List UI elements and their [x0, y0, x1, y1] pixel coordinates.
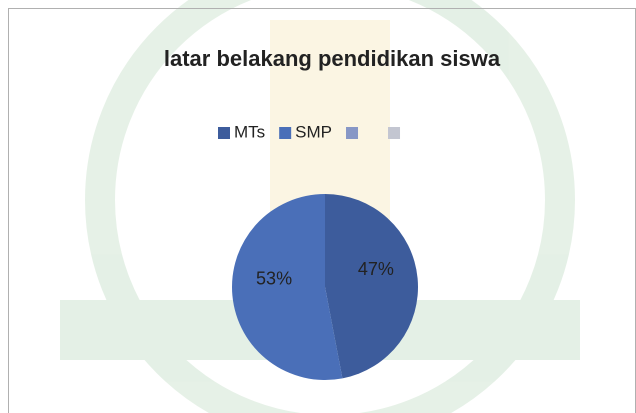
value-label: 53% — [256, 269, 292, 289]
value-label: 47% — [358, 259, 394, 279]
legend-label: MTs — [234, 122, 265, 141]
pie-slice — [232, 194, 343, 380]
chart-title: latar belakang pendidikan siswa — [164, 46, 501, 71]
legend-swatch — [346, 127, 359, 139]
legend-swatch — [388, 127, 401, 139]
watermark-ring — [85, 0, 575, 413]
pie-slice — [325, 194, 419, 379]
legend-swatch — [218, 127, 230, 139]
legend-swatch — [279, 127, 292, 139]
legend-label: SMP — [295, 122, 332, 141]
